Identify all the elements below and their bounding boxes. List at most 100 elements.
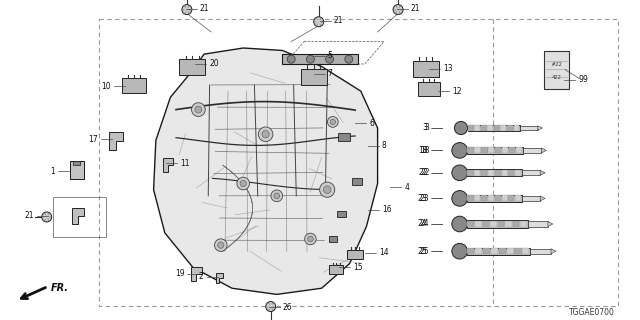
- Circle shape: [191, 103, 205, 116]
- Bar: [507, 125, 513, 131]
- Circle shape: [319, 182, 335, 197]
- Circle shape: [393, 4, 403, 15]
- Bar: [522, 196, 540, 201]
- Text: 26: 26: [283, 303, 292, 312]
- Circle shape: [452, 244, 467, 259]
- Circle shape: [42, 212, 52, 222]
- Text: 25: 25: [420, 247, 429, 256]
- Bar: [474, 147, 481, 154]
- Circle shape: [452, 216, 467, 232]
- Text: 11: 11: [180, 159, 190, 168]
- Circle shape: [262, 131, 269, 138]
- Bar: [483, 248, 490, 254]
- Text: 18: 18: [418, 146, 428, 155]
- Text: 3: 3: [425, 124, 429, 132]
- Polygon shape: [551, 249, 556, 254]
- Text: 4: 4: [404, 183, 409, 192]
- Bar: [491, 248, 498, 254]
- Bar: [70, 161, 84, 179]
- Bar: [500, 125, 506, 131]
- Bar: [483, 221, 490, 227]
- Bar: [467, 221, 474, 227]
- Text: 14: 14: [379, 248, 388, 257]
- Circle shape: [452, 143, 467, 158]
- Bar: [282, 54, 358, 64]
- Bar: [179, 60, 205, 75]
- Circle shape: [287, 55, 295, 63]
- Bar: [467, 170, 474, 176]
- Circle shape: [271, 190, 283, 202]
- Bar: [515, 195, 522, 202]
- Text: 10: 10: [101, 82, 111, 91]
- Text: 13: 13: [443, 64, 452, 73]
- Text: 2: 2: [199, 272, 204, 281]
- Circle shape: [274, 193, 280, 199]
- Circle shape: [307, 55, 314, 63]
- Text: #22: #22: [552, 62, 561, 67]
- Text: 23: 23: [420, 194, 429, 203]
- Text: 422: 422: [552, 75, 561, 80]
- Circle shape: [314, 17, 324, 27]
- Bar: [520, 221, 527, 227]
- Bar: [481, 170, 487, 176]
- Text: 18: 18: [420, 146, 429, 155]
- Bar: [507, 248, 514, 254]
- Polygon shape: [216, 273, 223, 283]
- Bar: [544, 51, 569, 89]
- Circle shape: [218, 242, 224, 248]
- Circle shape: [326, 55, 333, 63]
- Bar: [467, 248, 474, 254]
- Bar: [348, 250, 364, 259]
- Bar: [487, 125, 493, 131]
- Text: 21: 21: [24, 212, 34, 220]
- Bar: [495, 147, 501, 154]
- Polygon shape: [109, 132, 123, 149]
- Bar: [488, 170, 494, 176]
- Bar: [467, 147, 474, 154]
- Bar: [502, 170, 508, 176]
- Bar: [474, 195, 481, 202]
- Bar: [338, 133, 350, 141]
- Text: FR.: FR.: [51, 283, 69, 293]
- Bar: [495, 195, 501, 202]
- Polygon shape: [191, 267, 202, 281]
- Bar: [418, 82, 440, 96]
- Text: 21: 21: [200, 4, 209, 13]
- Text: 20: 20: [209, 60, 219, 68]
- Bar: [488, 147, 495, 154]
- Circle shape: [330, 119, 335, 124]
- Text: 21: 21: [411, 4, 420, 13]
- Circle shape: [454, 121, 468, 135]
- Bar: [495, 170, 501, 176]
- Text: 5: 5: [328, 52, 332, 60]
- Bar: [481, 147, 488, 154]
- Bar: [353, 178, 362, 185]
- Text: 24: 24: [418, 220, 428, 228]
- Polygon shape: [540, 170, 545, 175]
- Circle shape: [237, 177, 250, 190]
- Bar: [522, 170, 540, 175]
- Bar: [74, 161, 80, 165]
- Bar: [467, 248, 530, 255]
- Bar: [530, 249, 551, 254]
- Text: 19: 19: [175, 269, 184, 278]
- Text: 8: 8: [382, 141, 387, 150]
- Circle shape: [452, 191, 467, 206]
- Polygon shape: [154, 48, 378, 294]
- Text: 15: 15: [353, 263, 363, 272]
- Bar: [301, 69, 326, 84]
- Text: TGGAE0700: TGGAE0700: [568, 308, 614, 317]
- Bar: [468, 125, 520, 131]
- Bar: [474, 125, 480, 131]
- Bar: [467, 195, 474, 202]
- Circle shape: [328, 116, 338, 127]
- Bar: [502, 147, 508, 154]
- Polygon shape: [538, 126, 543, 130]
- Bar: [475, 221, 482, 227]
- Bar: [99, 19, 618, 306]
- Bar: [476, 248, 483, 254]
- Circle shape: [305, 233, 316, 245]
- Text: 16: 16: [382, 205, 392, 214]
- Circle shape: [214, 239, 227, 252]
- Bar: [488, 195, 494, 202]
